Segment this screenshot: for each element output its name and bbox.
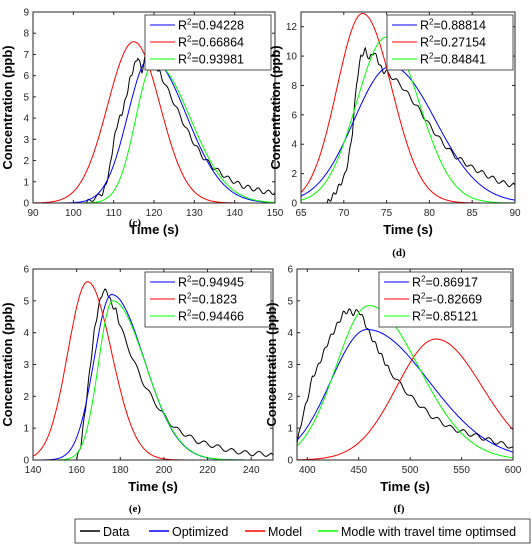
y-tick-label: 3 [23,135,29,146]
x-tick-label: 70 [338,208,350,219]
chart-panel-f: 400 450 500 550 600 0 1 2 3 4 5 6 Time (s) Concentrat… [264,265,522,516]
x-tick-label: 200 [156,465,173,476]
legend-entry-model: R2=0.66864 [178,35,244,50]
y-tick-label: 2 [291,169,297,180]
panel-caption: (f) [394,503,405,515]
x-tick-label: 85 [467,208,479,219]
y-tick-label: 2 [23,392,29,403]
x-tick-label: 160 [68,465,85,476]
series-line-data [326,46,515,203]
y-tick-label: 1 [287,424,293,435]
x-tick-label: 450 [350,465,367,476]
series-line-data [297,308,513,449]
x-tick-label: 150 [267,208,284,219]
y-tick-label: 5 [23,296,29,307]
legend-entry-optimized: R2=0.94228 [178,18,244,33]
series-line-model [297,338,513,460]
legend-entry-model: R2=0.1823 [178,292,237,307]
panel-caption: (e) [129,503,142,515]
x-tick-label: 120 [146,208,163,219]
legend-entry-model: R2=0.27154 [420,35,486,50]
y-axis-title: Concentration (ppb) [0,45,15,169]
chart-panel-c: 90 100 110 120 130 140 150 0 1 2 3 4 5 6 7 8 9 Time (s) Co… [0,8,284,238]
series-line-optimized [297,329,513,453]
x-tick-label: 80 [424,208,436,219]
y-tick-label: 0 [23,456,29,467]
x-tick-label: 110 [106,208,122,219]
shared-legend: Data Optimized Model Modle with travel time… [74,518,531,544]
y-tick-label: 5 [23,92,29,103]
y-tick-label: 6 [287,265,293,276]
y-tick-label: 0 [23,199,29,210]
x-tick-label: 90 [27,208,39,219]
y-tick-label: 4 [23,114,29,125]
y-tick-label: 6 [23,265,29,276]
shared-legend-label-travel: Modle with travel time optimsed [341,525,516,539]
series-line-data [85,52,275,203]
y-tick-label: 12 [286,22,298,33]
shared-legend-label-data: Data [103,525,129,539]
y-tick-label: 2 [287,392,293,403]
y-axis-title: Concentration (ppb) [264,302,279,426]
y-tick-label: 7 [23,50,29,61]
y-tick-label: 2 [23,156,29,167]
y-tick-label: 1 [23,424,29,435]
x-tick-label: 600 [505,465,522,476]
y-tick-label: 9 [23,8,29,19]
y-tick-label: 1 [23,177,29,188]
x-tick-label: 550 [453,465,470,476]
y-tick-label: 3 [287,360,293,371]
series-line-travel [297,305,513,459]
y-tick-label: 8 [291,81,297,92]
y-tick-label: 5 [287,296,293,307]
x-tick-label: 100 [65,208,82,219]
y-tick-label: 0 [287,456,293,467]
legend-entry-travel: R2=0.85121 [412,309,478,324]
legend-entry-optimized: R2=0.88814 [420,18,486,33]
shared-legend-label-optimized: Optimized [172,525,228,539]
x-axis-title: Time (s) [380,479,430,494]
y-tick-label: 10 [286,52,298,63]
x-tick-label: 220 [199,465,216,476]
x-axis-title: Time (s) [383,222,433,237]
y-tick-label: 6 [291,110,297,121]
x-tick-label: 180 [112,465,129,476]
legend-entry-model: R2=-0.82669 [412,292,482,307]
x-tick-label: 140 [25,465,42,476]
x-tick-label: 240 [243,465,260,476]
x-tick-label: 500 [402,465,419,476]
y-tick-label: 8 [23,29,29,40]
y-tick-label: 0 [291,199,297,210]
x-tick-label: 75 [381,208,393,219]
y-tick-label: 4 [291,140,297,151]
x-tick-label: 65 [295,208,307,219]
legend-entry-optimized: R2=0.94945 [178,275,244,290]
panel-caption: (d) [392,247,406,259]
y-tick-label: 6 [23,71,29,82]
y-axis-title: Concentration (ppb) [0,302,15,426]
x-tick-label: 130 [186,208,203,219]
chart-panel-e: 140 160 180 200 220 240 0 1 2 3 4 5 6 Time (s) Concent… [0,265,274,515]
panel-caption: (c) [129,217,142,229]
x-axis-title: Time (s) [128,479,178,494]
series-line-optimized [301,65,515,201]
legend-entry-travel: R2=0.84841 [420,52,486,67]
x-tick-label: 400 [299,465,316,476]
plot-area [300,11,516,204]
series-line-model [33,281,273,460]
legend-entry-travel: R2=0.93981 [178,52,244,67]
y-tick-label: 4 [287,328,293,339]
y-tick-label: 4 [23,328,29,339]
series-line-data [76,288,273,460]
chart-panel-d: 65 70 75 80 85 90 0 2 4 6 8 10 12 Time (s) Concentrati… [268,11,521,259]
legend-entry-travel: R2=0.94466 [178,309,244,324]
y-tick-label: 3 [23,360,29,371]
y-axis-title: Concentration (ppb) [268,45,283,169]
x-axis-title: Time (s) [129,222,179,237]
shared-legend-label-model: Model [268,525,302,539]
x-tick-label: 140 [226,208,243,219]
x-tick-label: 90 [509,208,521,219]
legend-entry-optimized: R2=0.86917 [412,275,478,290]
